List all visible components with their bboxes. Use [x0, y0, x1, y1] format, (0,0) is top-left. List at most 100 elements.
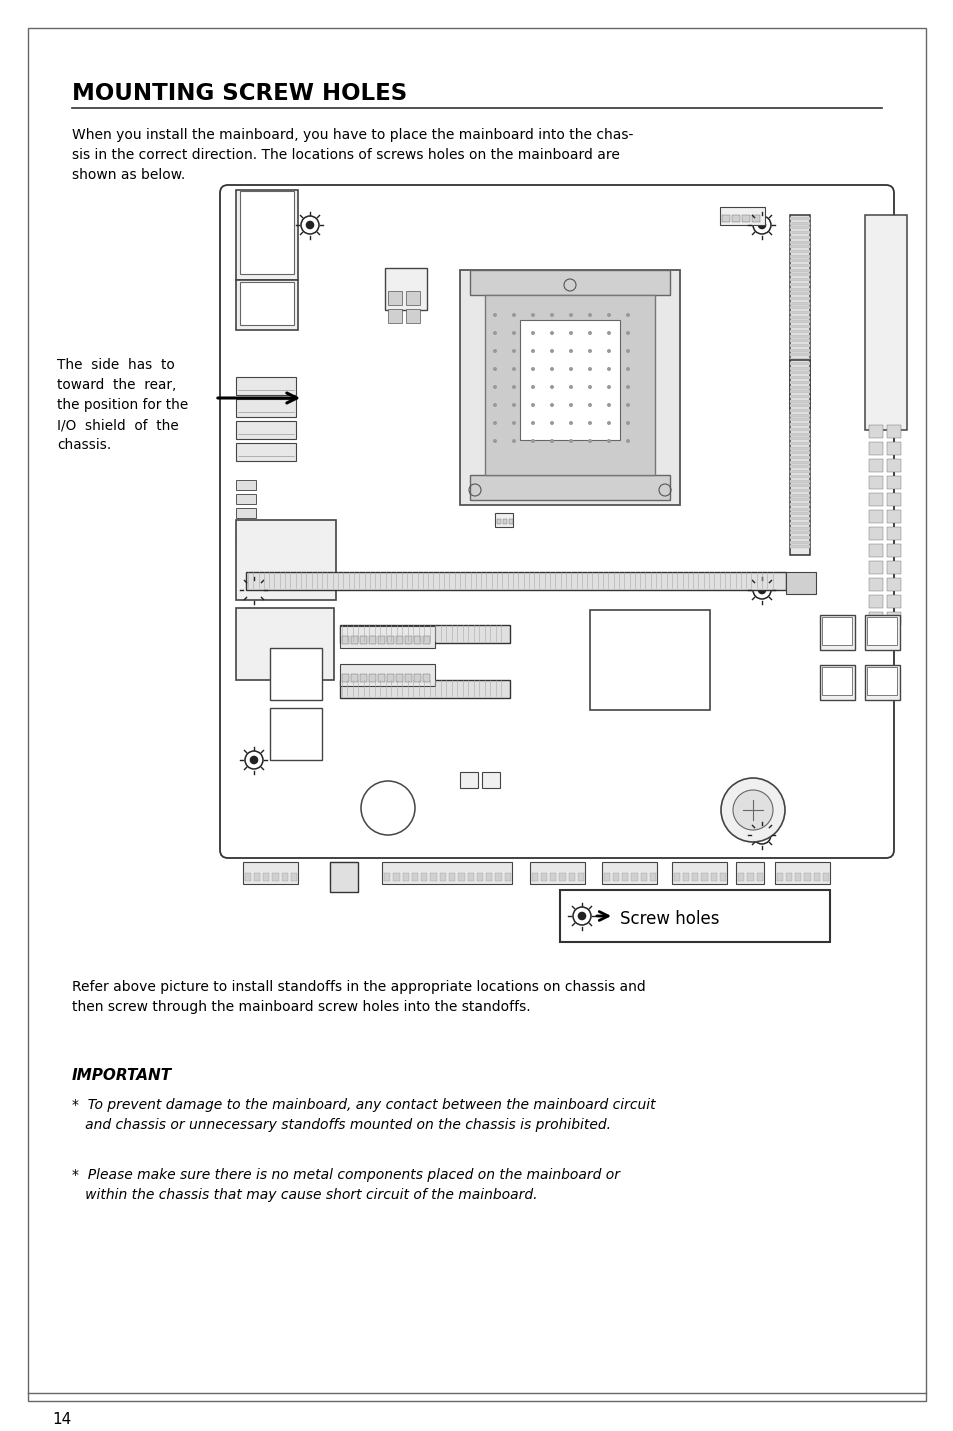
- Bar: [886, 578, 900, 591]
- Bar: [789, 250, 809, 253]
- Circle shape: [550, 349, 554, 353]
- Bar: [369, 674, 375, 683]
- Bar: [381, 861, 512, 884]
- Text: When you install the mainboard, you have to place the mainboard into the chas-
s: When you install the mainboard, you have…: [71, 127, 633, 182]
- Bar: [339, 664, 435, 685]
- Bar: [868, 477, 882, 489]
- Circle shape: [493, 421, 497, 425]
- Circle shape: [493, 349, 497, 353]
- Bar: [393, 873, 399, 881]
- Circle shape: [587, 421, 592, 425]
- Circle shape: [250, 587, 257, 594]
- Bar: [868, 595, 882, 608]
- Bar: [673, 873, 679, 881]
- Bar: [789, 479, 809, 482]
- Bar: [235, 534, 255, 548]
- Bar: [344, 873, 354, 881]
- Bar: [886, 612, 900, 625]
- Circle shape: [550, 439, 554, 444]
- Bar: [789, 263, 809, 268]
- Bar: [789, 424, 809, 426]
- Circle shape: [578, 913, 585, 920]
- Bar: [330, 861, 357, 892]
- Bar: [253, 873, 260, 881]
- Bar: [789, 255, 809, 258]
- Circle shape: [568, 439, 573, 444]
- Bar: [886, 425, 900, 438]
- Bar: [820, 615, 854, 650]
- Bar: [422, 635, 430, 644]
- Text: *  To prevent damage to the mainboard, any contact between the mainboard circuit: * To prevent damage to the mainboard, an…: [71, 1098, 655, 1132]
- Text: Refer above picture to install standoffs in the appropriate locations on chassis: Refer above picture to install standoffs…: [71, 980, 645, 1015]
- Circle shape: [625, 385, 629, 389]
- Bar: [789, 508, 809, 511]
- Circle shape: [512, 313, 516, 318]
- Circle shape: [531, 366, 535, 371]
- Bar: [504, 873, 511, 881]
- Bar: [789, 395, 809, 399]
- Bar: [720, 873, 725, 881]
- Bar: [530, 861, 584, 884]
- Bar: [457, 873, 464, 881]
- Bar: [746, 873, 753, 881]
- Bar: [332, 873, 341, 881]
- Bar: [822, 873, 828, 881]
- Bar: [339, 625, 510, 643]
- Bar: [281, 873, 288, 881]
- Bar: [649, 873, 656, 881]
- Bar: [700, 873, 707, 881]
- Bar: [789, 451, 809, 454]
- Bar: [235, 421, 295, 439]
- Text: 14: 14: [52, 1412, 71, 1427]
- Bar: [420, 873, 427, 881]
- Bar: [886, 595, 900, 608]
- Bar: [532, 873, 537, 881]
- Bar: [789, 442, 809, 445]
- Bar: [789, 522, 809, 525]
- Bar: [273, 873, 278, 881]
- Bar: [886, 477, 900, 489]
- Bar: [789, 471, 809, 474]
- Bar: [540, 873, 547, 881]
- Bar: [385, 268, 427, 311]
- Bar: [439, 873, 446, 881]
- Bar: [789, 517, 809, 519]
- Bar: [795, 873, 801, 881]
- Bar: [414, 674, 420, 683]
- Circle shape: [587, 404, 592, 406]
- Bar: [270, 648, 322, 700]
- Bar: [246, 572, 785, 590]
- Bar: [568, 873, 575, 881]
- Bar: [789, 343, 809, 346]
- Circle shape: [531, 421, 535, 425]
- Bar: [868, 509, 882, 522]
- Bar: [449, 873, 455, 881]
- Bar: [741, 215, 749, 222]
- Circle shape: [512, 421, 516, 425]
- Bar: [789, 382, 809, 385]
- Text: *  Please make sure there is no metal components placed on the mainboard or
   w: * Please make sure there is no metal com…: [71, 1168, 619, 1202]
- Bar: [495, 512, 513, 527]
- Bar: [789, 302, 809, 305]
- Bar: [868, 561, 882, 574]
- Bar: [789, 366, 809, 369]
- Bar: [813, 873, 819, 881]
- Bar: [613, 873, 618, 881]
- Bar: [789, 353, 809, 356]
- Circle shape: [606, 331, 610, 335]
- Bar: [789, 395, 809, 398]
- Bar: [789, 409, 809, 412]
- Bar: [406, 290, 419, 305]
- Bar: [789, 541, 809, 544]
- Bar: [459, 771, 477, 788]
- Bar: [789, 245, 809, 248]
- Circle shape: [587, 385, 592, 389]
- Bar: [789, 362, 809, 366]
- Bar: [240, 282, 294, 325]
- Bar: [789, 283, 809, 286]
- Bar: [640, 873, 646, 881]
- Bar: [263, 873, 269, 881]
- Circle shape: [493, 385, 497, 389]
- Bar: [682, 873, 689, 881]
- Circle shape: [625, 439, 629, 444]
